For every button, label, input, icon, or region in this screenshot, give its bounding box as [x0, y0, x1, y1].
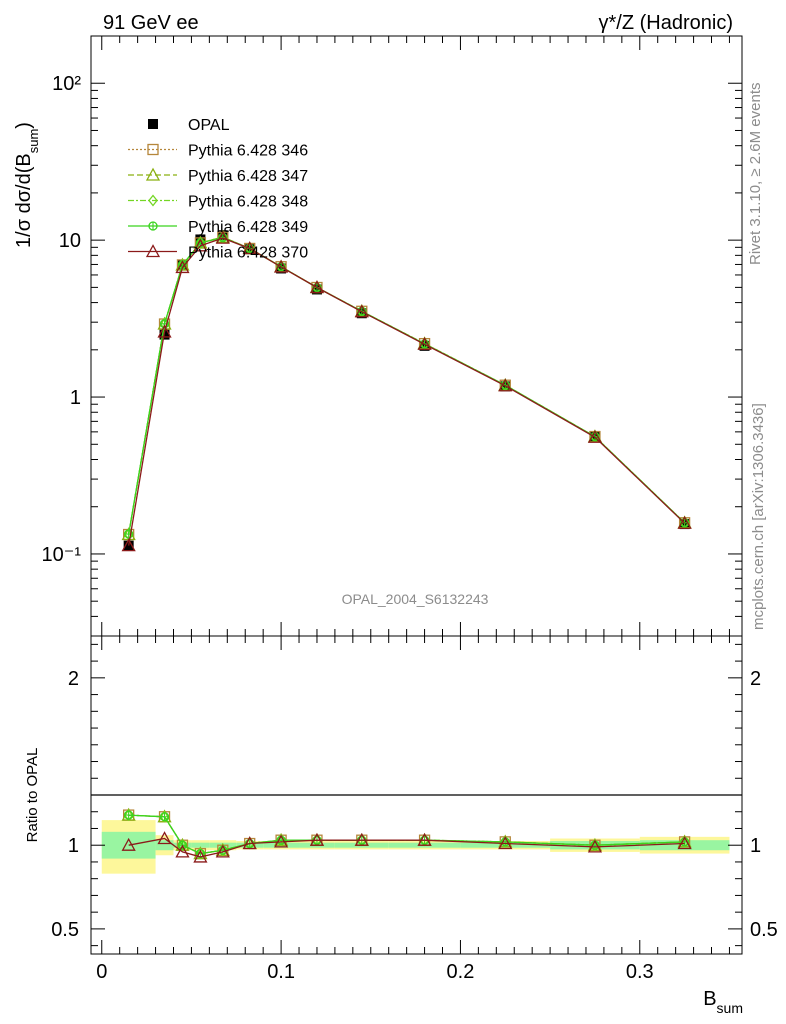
- series-5-point-0: [121, 538, 136, 552]
- ratio-series-4-point-9: [417, 832, 432, 846]
- ratio-series-4-point-0: [121, 837, 136, 851]
- series-4-line: [128, 236, 686, 535]
- series-5-line: [128, 237, 686, 546]
- legend-marker-3: [148, 194, 158, 207]
- inner-band-0: [101, 831, 156, 859]
- ratio-y-axis-label: Ratio to OPAL: [24, 748, 41, 843]
- ratio-series-4-point-2: [175, 844, 190, 858]
- energy-label: 91 GeV ee: [103, 12, 199, 34]
- ratio-frame: [90, 635, 743, 955]
- series-2-line: [128, 236, 686, 535]
- series-1-line: [128, 236, 686, 535]
- series-3-point-3: [195, 236, 206, 249]
- ratio-series-2-point-0: [123, 809, 134, 822]
- mcplots-label: mcplots.cern.ch [arXiv:1306.3436]: [750, 403, 767, 630]
- legend-marker-0: [148, 119, 158, 129]
- analysis-watermark: OPAL_2004_S6132243: [342, 591, 489, 607]
- legend-label-1: Pythia 6.428 346: [188, 143, 308, 160]
- series-0-point-0: [123, 540, 134, 551]
- ratio-y-tick-label-right: 0.5: [750, 919, 778, 941]
- x-tick-label: 0.1: [267, 961, 295, 983]
- ratio-series-2-point-1: [159, 810, 170, 823]
- legend-marker-4: [148, 221, 158, 231]
- ratio-series-4-point-12: [677, 836, 692, 850]
- legend-marker-2: [145, 167, 161, 181]
- ratio-series-2-point-4: [217, 844, 228, 857]
- series-3-line: [128, 236, 686, 535]
- ratio-series-4-point-3: [193, 849, 208, 863]
- uncertainty-bands: [101, 820, 730, 874]
- ratio-y-tick-label: 0.5: [51, 919, 79, 941]
- ratio-series-4-point-11: [587, 839, 603, 853]
- ratio-y-tick-label-right: 1: [750, 835, 761, 857]
- ratio-y-tick-label: 1: [68, 835, 79, 857]
- y-tick-label: 10⁻¹: [42, 544, 82, 566]
- x-tick-label: 0.2: [447, 961, 475, 983]
- legend: OPAL Pythia 6.428 346 Pythia 6.428 347 Pyth…: [128, 117, 308, 262]
- legend-label-2: Pythia 6.428 347: [188, 168, 308, 185]
- ratio-series-4-point-4: [215, 844, 230, 858]
- process-label: γ*/Z (Hadronic): [599, 12, 733, 34]
- series-5-point-6: [274, 259, 289, 273]
- ratio-series-4-point-1: [157, 831, 172, 845]
- x-tick-label: 0: [96, 961, 107, 983]
- ratio-series-4-point-10: [498, 836, 513, 850]
- series-4-point-0: [124, 529, 134, 539]
- ratio-series-3-point-0-cross: [124, 811, 133, 820]
- series-4-point-0-cross: [124, 530, 133, 539]
- ratio-series-4-point-6: [274, 834, 289, 848]
- series-5-point-9: [417, 336, 432, 350]
- legend-label-5: Pythia 6.428 370: [188, 245, 308, 262]
- series-5-point-1: [157, 324, 172, 338]
- ratio-series-2-point-12: [679, 835, 690, 848]
- legend-marker-5: [145, 244, 161, 258]
- ratio-series-2-point-2: [177, 839, 188, 852]
- main-axis-ticks: 10⁻¹ 1 10 10²: [42, 35, 742, 637]
- inner-band-1: [155, 840, 174, 851]
- series-5-point-4: [215, 230, 230, 244]
- y-tick-label: 1: [70, 387, 81, 409]
- series-5-point-11: [587, 429, 603, 443]
- y-tick-label: 10²: [52, 73, 81, 95]
- ratio-series-2-point-11: [590, 839, 600, 852]
- ratio-series-3-point-1: [159, 812, 170, 822]
- ratio-series-3-point-0: [124, 810, 134, 820]
- legend-marker-1: [147, 143, 159, 156]
- series-5-point-2: [175, 260, 190, 274]
- x-axis-label: Bsum: [703, 988, 743, 1016]
- main-panel: 10⁻¹ 1 10 10² OPAL_2004_S6132243 1/σ dσ/d(B…: [13, 35, 743, 637]
- x-tick-label: 0.3: [626, 961, 654, 983]
- series-5-point-3: [193, 238, 208, 252]
- ratio-series-2-point-10: [500, 835, 511, 848]
- series-5-point-7: [309, 280, 325, 294]
- y-tick-label: 10: [59, 230, 81, 252]
- main-y-axis-label: 1/σ dσ/d(Bsum): [13, 122, 41, 248]
- ratio-series-4-line: [128, 837, 685, 858]
- ratio-y-tick-label: 2: [68, 668, 79, 690]
- ratio-plot-marks: [121, 807, 692, 863]
- main-plot-marks: [121, 229, 692, 552]
- series-5-point-5: [242, 241, 257, 255]
- ratio-series-4-point-8: [354, 832, 369, 846]
- series-5-point-10: [498, 378, 513, 392]
- legend-label-4: Pythia 6.428 349: [188, 219, 308, 236]
- rivet-label: Rivet 3.1.10, ≥ 2.6M events: [747, 83, 764, 266]
- ratio-panel: 0.5 0.5 1 1 2 2 0 0.1 0.2 0.3 Ratio to OPAL Bsum: [24, 635, 778, 1016]
- legend-marker-4-cross: [149, 222, 157, 230]
- ratio-series-4-point-5: [242, 836, 257, 850]
- ratio-series-4-point-7: [309, 832, 325, 846]
- ratio-series-3-point-1-cross: [160, 812, 169, 821]
- inner-band-3: [191, 842, 210, 848]
- ratio-y-tick-label-right: 2: [750, 668, 761, 690]
- legend-label-0: OPAL: [188, 117, 230, 134]
- series-5-point-12: [677, 515, 692, 529]
- series-5-point-8: [354, 304, 369, 318]
- ratio-axis-ticks: 0.5 0.5 1 1 2 2 0 0.1 0.2 0.3: [51, 636, 778, 983]
- ratio-series-2-point-6: [276, 834, 286, 847]
- legend-label-3: Pythia 6.428 348: [188, 194, 308, 211]
